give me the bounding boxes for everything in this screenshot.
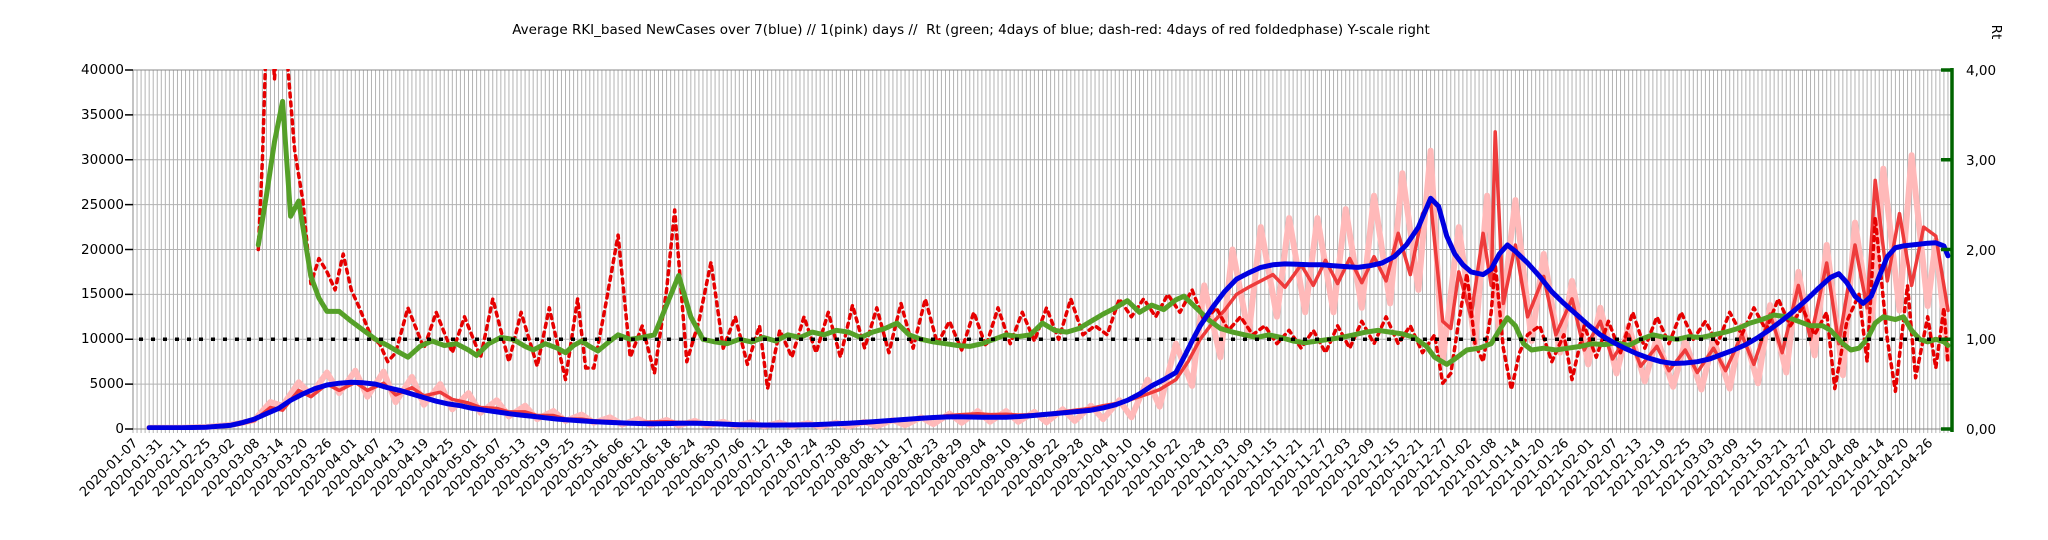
- left-axis-tick-label: 25000: [81, 196, 124, 213]
- right-axis-tick-label: 3,00: [1966, 152, 1997, 169]
- series-right-line: [255, 98, 1951, 367]
- chart-title: Average RKI_based NewCases over 7(blue) …: [512, 22, 1430, 38]
- left-axis-tick-label: 10000: [81, 331, 124, 348]
- series-left-line: [146, 147, 1951, 430]
- left-axis-tick-label: 5000: [89, 376, 124, 393]
- right-axis-title: Rt: [1988, 24, 2004, 40]
- left-axis-tick-label: 20000: [81, 241, 124, 258]
- left-axis-tick-label: 40000: [81, 62, 124, 78]
- series-left-line: [146, 195, 1951, 430]
- right-axis-tick-label: 4,00: [1966, 63, 1997, 79]
- right-axis-tick-label: 1,00: [1966, 332, 1997, 349]
- left-axis-tick-label: 0: [115, 421, 124, 437]
- left-axis-tick-label: 15000: [81, 286, 124, 303]
- right-axis-tick-label: 2,00: [1966, 242, 1997, 259]
- left-axis-tick-label: 30000: [81, 151, 124, 168]
- left-axis-tick-label: 35000: [81, 106, 124, 123]
- right-axis-tick-label: 0,00: [1966, 422, 1997, 438]
- series-right-line: [256, 69, 1950, 394]
